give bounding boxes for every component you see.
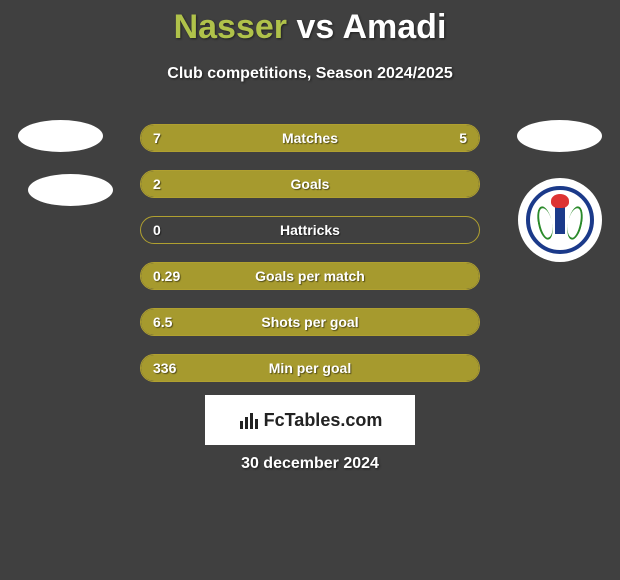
team-b-logo-1 bbox=[517, 120, 602, 152]
team-a-logo-2 bbox=[28, 174, 113, 206]
brand-text: FcTables.com bbox=[264, 410, 383, 431]
stats-container: 7 Matches 5 2 Goals 0 Hattricks 0.29 Goa… bbox=[140, 124, 480, 400]
stat-row-goals: 2 Goals bbox=[140, 170, 480, 198]
laurel-right-icon bbox=[565, 205, 586, 241]
stat-row-hattricks: 0 Hattricks bbox=[140, 216, 480, 244]
comparison-title: Nasser vs Amadi bbox=[0, 0, 620, 47]
bars-icon bbox=[238, 409, 260, 431]
team-a-logo-1 bbox=[18, 120, 103, 152]
stat-label: Matches bbox=[141, 125, 479, 151]
subtitle: Club competitions, Season 2024/2025 bbox=[0, 65, 620, 83]
team-b-badge bbox=[518, 178, 602, 262]
stat-row-goals-per-match: 0.29 Goals per match bbox=[140, 262, 480, 290]
stat-label: Goals bbox=[141, 171, 479, 197]
brand-footer: FcTables.com bbox=[205, 395, 415, 445]
vs-text: vs bbox=[296, 8, 334, 46]
laurel-left-icon bbox=[535, 205, 556, 241]
stat-label: Hattricks bbox=[141, 217, 479, 243]
stat-row-min-per-goal: 336 Min per goal bbox=[140, 354, 480, 382]
stat-label: Goals per match bbox=[141, 263, 479, 289]
team-b-badge-inner bbox=[526, 186, 594, 254]
stat-right-value: 5 bbox=[459, 125, 467, 151]
date-text: 30 december 2024 bbox=[0, 455, 620, 473]
player-b-name: Amadi bbox=[342, 8, 446, 46]
stat-label: Min per goal bbox=[141, 355, 479, 381]
stat-row-shots-per-goal: 6.5 Shots per goal bbox=[140, 308, 480, 336]
stat-label: Shots per goal bbox=[141, 309, 479, 335]
stat-row-matches: 7 Matches 5 bbox=[140, 124, 480, 152]
torch-icon bbox=[555, 206, 565, 234]
player-a-name: Nasser bbox=[174, 8, 287, 46]
